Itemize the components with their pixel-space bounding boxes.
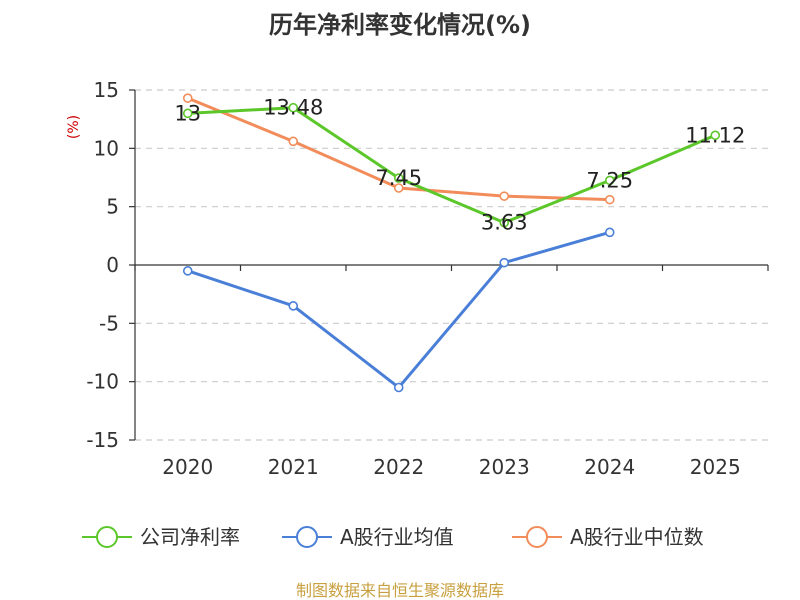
data-point — [604, 194, 615, 205]
legend-marker — [96, 526, 118, 548]
y-tick-label: 15 — [94, 78, 119, 102]
data-point — [499, 257, 510, 268]
source-note: 制图数据来自恒生聚源数据库 — [296, 581, 504, 600]
data-point — [499, 217, 510, 228]
series-line — [187, 106, 716, 225]
data-point — [499, 191, 510, 201]
legend-item[interactable]: A股行业均值 — [282, 525, 454, 549]
y-tick-label: -5 — [99, 311, 119, 335]
data-label: 11.12 — [685, 123, 745, 147]
x-tick-label: 2022 — [373, 455, 424, 479]
data-point — [604, 227, 615, 238]
x-tick-label: 2021 — [268, 455, 319, 479]
legend-label: 公司净利率 — [140, 525, 240, 549]
legend-item[interactable]: A股行业中位数 — [512, 525, 704, 549]
data-point — [604, 175, 615, 186]
data-point — [393, 173, 404, 183]
legend-marker — [296, 526, 318, 548]
legend-label: A股行业均值 — [340, 525, 454, 549]
y-tick-label: 0 — [106, 253, 119, 277]
x-tick-label: 2023 — [479, 455, 530, 479]
x-tick-label: 2020 — [162, 455, 213, 479]
y-tick-label: -10 — [86, 370, 119, 394]
data-label: 3.63 — [481, 211, 528, 235]
series-line — [187, 230, 611, 389]
data-point — [182, 266, 193, 276]
data-point — [182, 93, 193, 103]
legend-item[interactable]: 公司净利率 — [82, 525, 240, 549]
axes: 15 10 5 0 -5 -10 -15 2020 2021 2022 2023 2024 2025 — [86, 78, 769, 479]
data-label: 13.48 — [263, 96, 323, 120]
data-label: 7.45 — [375, 166, 422, 190]
data-point — [393, 382, 404, 393]
y-tick-label: 5 — [106, 195, 119, 219]
legend-marker — [526, 526, 548, 548]
chart-title: 历年净利率变化情况(%) — [269, 11, 531, 39]
data-point — [182, 108, 193, 119]
series-group — [182, 93, 721, 393]
data-point — [288, 102, 299, 113]
x-tick-label: 2024 — [584, 455, 635, 479]
data-label: 13 — [174, 101, 201, 125]
x-tick-label: 2025 — [690, 455, 741, 479]
y-axis-label: (%) — [66, 115, 82, 139]
y-tick-label: 10 — [94, 136, 119, 160]
data-point — [288, 301, 299, 311]
data-point — [393, 183, 404, 193]
data-point — [288, 136, 299, 147]
legend-label: A股行业中位数 — [570, 525, 704, 549]
y-tick-label: -15 — [86, 428, 119, 452]
data-point — [710, 130, 721, 141]
legend[interactable]: 公司净利率 A股行业均值 A股行业中位数 — [82, 525, 704, 549]
data-label: 7.25 — [586, 168, 633, 192]
data-labels: 13 13.48 7.45 3.63 7.25 11.12 — [174, 96, 745, 235]
